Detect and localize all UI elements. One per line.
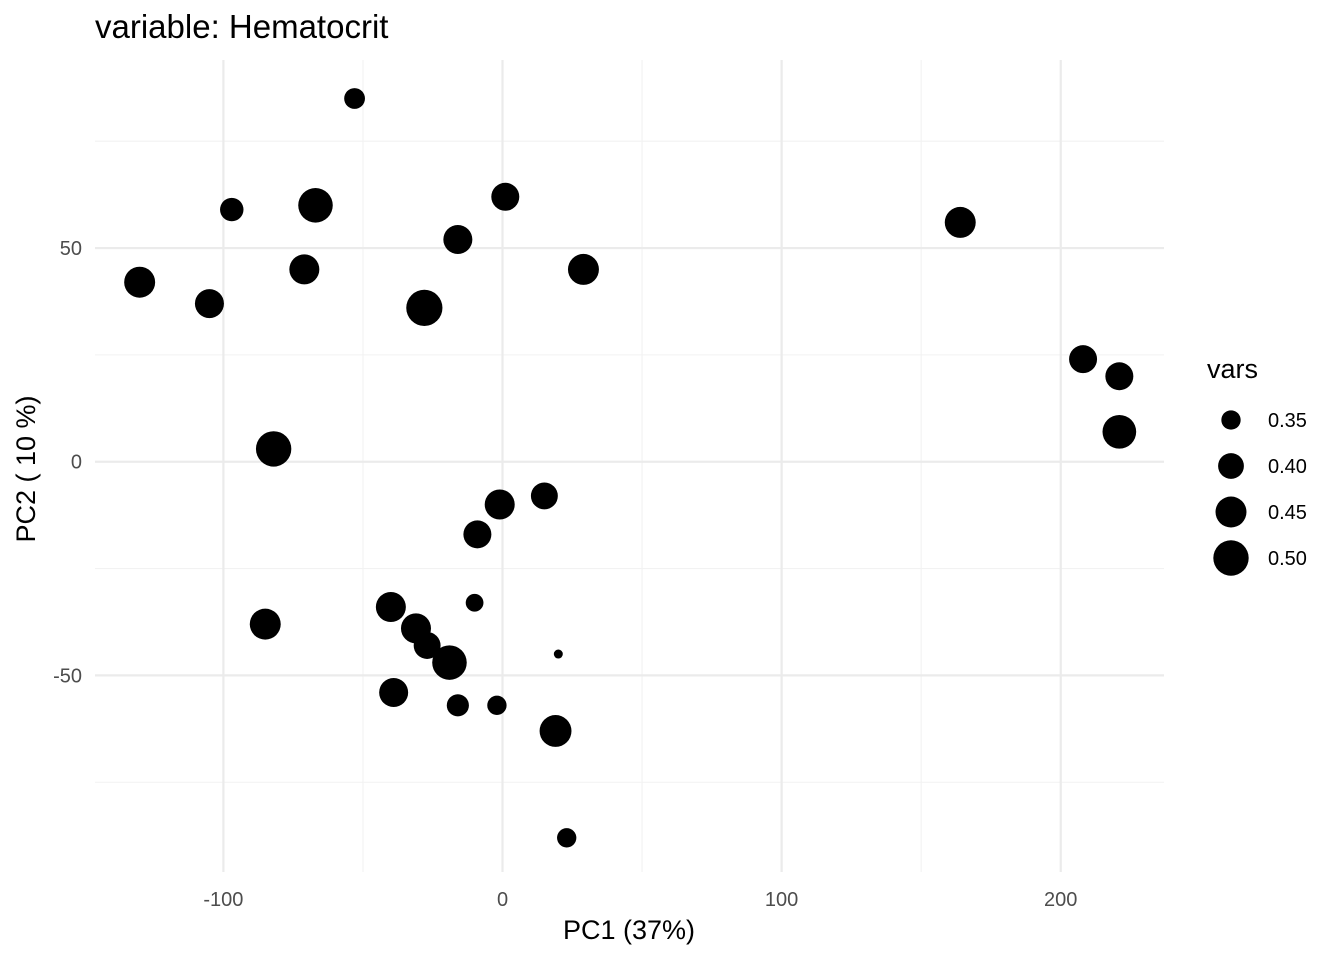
data-point: [289, 254, 320, 285]
chart-title: variable: Hematocrit: [95, 8, 388, 45]
data-point: [124, 266, 156, 298]
data-points: [124, 88, 1137, 848]
x-axis-title: PC1 (37%): [563, 915, 695, 945]
data-point: [1069, 345, 1098, 374]
data-point: [375, 592, 406, 623]
data-point: [406, 289, 443, 326]
legend-items: 0.35 0.40 0.45 0.50: [1213, 410, 1307, 576]
data-point: [491, 182, 520, 211]
data-point: [443, 224, 473, 255]
x-axis-ticks: -100 0 100 200: [203, 889, 1077, 911]
data-point: [530, 482, 558, 510]
legend-label: 0.45: [1268, 502, 1307, 524]
legend-key-circle: [1213, 540, 1249, 576]
grid: [95, 60, 1164, 872]
data-point: [413, 632, 441, 659]
data-point: [484, 489, 515, 520]
data-point: [487, 695, 507, 715]
data-point: [557, 828, 577, 848]
data-point: [194, 289, 224, 319]
size-legend: vars 0.35 0.40 0.45 0.50: [1207, 354, 1307, 576]
x-tick-label: -100: [203, 889, 243, 911]
data-point: [432, 645, 467, 680]
x-tick-label: 100: [765, 889, 798, 911]
legend-label: 0.40: [1268, 456, 1307, 478]
y-tick-label: 0: [71, 452, 82, 474]
legend-label: 0.50: [1268, 548, 1307, 570]
data-point: [249, 608, 281, 640]
x-tick-label: 200: [1044, 889, 1077, 911]
data-point: [553, 649, 563, 659]
y-tick-label: -50: [53, 665, 82, 687]
legend-key-circle: [1221, 410, 1241, 430]
data-point: [1102, 414, 1137, 449]
data-point: [298, 188, 333, 223]
data-point: [255, 431, 292, 467]
data-point: [446, 694, 469, 717]
y-axis-title: PC2 ( 10 %): [11, 395, 41, 542]
data-point: [220, 197, 244, 222]
y-axis-ticks: -50 0 50: [53, 238, 82, 687]
legend-key-circle: [1218, 453, 1244, 479]
data-point: [1105, 362, 1134, 391]
legend-title: vars: [1207, 354, 1258, 384]
data-point: [539, 715, 572, 747]
data-point: [944, 206, 976, 238]
data-point: [465, 593, 484, 612]
data-point: [379, 677, 409, 708]
data-point: [463, 520, 492, 549]
data-point: [567, 253, 599, 285]
legend-key-circle: [1215, 496, 1247, 528]
x-tick-label: 0: [497, 889, 508, 911]
y-tick-label: 50: [60, 238, 82, 260]
data-point: [344, 88, 365, 109]
legend-label: 0.35: [1268, 410, 1307, 432]
